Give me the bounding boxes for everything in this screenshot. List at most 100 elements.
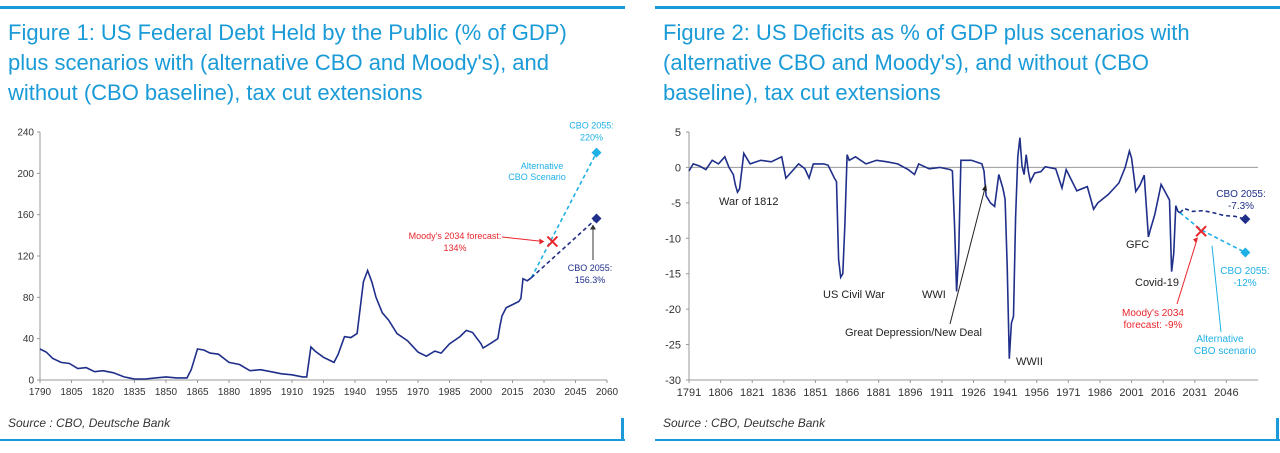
x-tick-label: 1821 [740,387,764,399]
figure-1-title-line-1: Figure 1: US Federal Debt Held by the Pu… [8,20,567,45]
x-tick-label: 1866 [835,387,859,399]
annotation-cbo-2055-alt-value: -12% [1233,278,1256,289]
x-tick-label: 1941 [993,387,1017,399]
annotation-great-depression-arrowhead [982,184,987,191]
series-alternative-cbo-line [1179,212,1246,254]
y-tick-label: -30 [665,375,681,387]
figure-2-top-rule [655,6,1280,9]
y-tick-label: -15 [665,269,681,281]
x-tick-label: 1895 [249,387,272,398]
annotation-alternative-arrow [1211,245,1222,333]
annotation-cbo-2055-base-label: CBO 2055: [1216,189,1265,200]
moodys-2034-marker [546,235,559,248]
annotation-moodys-label: Moody's 2034 forecast: [409,231,502,241]
y-tick-label: 40 [23,334,35,345]
y-tick-label: -20 [665,304,681,316]
y-tick-label: 5 [675,127,681,139]
x-tick-label: 1820 [92,387,115,398]
annotation-war-of-1812: War of 1812 [719,196,779,208]
x-tick-label: 1880 [218,387,241,398]
figure-2-source: Source : CBO, Deutsche Bank [663,416,826,430]
x-tick-label: 2060 [596,387,619,398]
figure-2-title-line-2: (alternative CBO and Moody's), and witho… [663,50,1149,75]
y-tick-label: 0 [675,162,681,174]
y-tick-label: 160 [17,210,34,221]
figure-1-title-line-3: without (CBO baseline), tax cut extensio… [8,80,423,105]
x-tick-label: 2045 [564,387,587,398]
figure-1-source: Source : CBO, Deutsche Bank [8,416,171,430]
annotation-moodys-arrowhead [1193,237,1199,244]
x-tick-label: 1835 [123,387,146,398]
baseline-2055-point [1240,214,1251,225]
annotation-cbo-2055-alt-label: CBO 2055: [569,121,614,131]
x-tick-label: 1790 [29,387,52,398]
y-tick-label: 200 [17,169,34,180]
annotation-cbo-2055-base-value: 156.3% [575,275,606,285]
annotation-moodys-label: Moody's 2034 [1122,308,1184,319]
annotation-gfc: GFC [1126,239,1149,251]
annotation-wwii: WWII [1016,356,1043,368]
annotation-alternative-label: Alternative [521,161,564,171]
x-tick-label: 1926 [961,387,985,399]
figure-1-top-rule [0,6,625,9]
series-alternative-cbo-line [530,152,598,279]
annotation-great-depression-arrow [949,187,986,325]
x-tick-label: 2001 [1119,387,1143,399]
x-tick-label: 1806 [708,387,732,399]
annotation-covid-19: Covid-19 [1135,277,1179,289]
x-tick-label: 1970 [407,387,430,398]
baseline-2055-point [591,213,602,224]
x-tick-label: 1925 [312,387,335,398]
annotation-moodys-value: 134% [443,243,466,253]
y-tick-label: 120 [17,252,34,263]
figure-2-corner-rule [1276,418,1279,441]
annotation-great-depression: Great Depression/New Deal [845,327,982,339]
figure-2-panel: Figure 2: US Deficits as % of GDP plus s… [655,0,1280,453]
figure-1-panel: Figure 1: US Federal Debt Held by the Pu… [0,0,625,453]
figure-2-title-line-1: Figure 2: US Deficits as % of GDP plus s… [663,20,1190,45]
figure-2-title: Figure 2: US Deficits as % of GDP plus s… [663,18,1273,108]
annotation-wwi: WWI [922,289,946,301]
x-tick-label: 1940 [344,387,367,398]
y-tick-label: -10 [665,233,681,245]
alternative-2055-point [591,147,602,158]
figure-1-bottom-rule [0,439,625,441]
annotation-cbo-2055-base-label: CBO 2055: [568,263,613,273]
y-tick-label: -5 [671,198,681,210]
annotation-cbo-2055-alt-value: 220% [580,133,603,143]
moodys-2034-marker [1195,225,1207,237]
y-tick-label: 0 [28,376,34,387]
x-tick-label: 2031 [1183,387,1207,399]
x-tick-label: 1850 [155,387,178,398]
annotation-alternative-label-2: CBO scenario [1194,346,1257,357]
series-cbo-baseline-line [1179,207,1246,220]
series-historical-debt-line [39,268,532,380]
annotation-moodys-arrow [1176,239,1198,305]
annotation-cbo-2055-alt-label: CBO 2055: [1220,266,1269,277]
x-tick-label: 1955 [375,387,398,398]
x-tick-label: 2030 [533,387,556,398]
x-tick-label: 1956 [1024,387,1048,399]
x-tick-label: 1865 [186,387,209,398]
x-tick-label: 2016 [1151,387,1175,399]
alternative-2055-point [1240,247,1251,258]
x-tick-label: 1881 [866,387,890,399]
x-tick-label: 2000 [470,387,493,398]
figure-1-corner-rule [621,418,624,441]
x-tick-label: 1805 [60,387,83,398]
x-tick-label: 1851 [803,387,827,399]
y-tick-label: 80 [23,293,35,304]
annotation-moodys-value: forecast: -9% [1124,320,1183,331]
x-tick-label: 1911 [930,387,954,399]
annotation-us-civil-war: US Civil War [823,289,885,301]
x-tick-label: 1836 [772,387,796,399]
y-tick-label: -25 [665,340,681,352]
figure-1-title-line-2: plus scenarios with (alternative CBO and… [8,50,550,75]
x-tick-label: 1791 [677,387,701,399]
annotation-moodys-arrowhead [539,238,545,245]
annotation-cbo-2055-base-arrowhead [590,224,596,230]
x-tick-label: 2046 [1214,387,1238,399]
x-tick-label: 1986 [1088,387,1112,399]
y-tick-label: 240 [17,128,34,139]
figure-1-chart: 0 40 80 120 160 200 240 1790 1805 1820 1835 1850 186… [17,121,619,398]
